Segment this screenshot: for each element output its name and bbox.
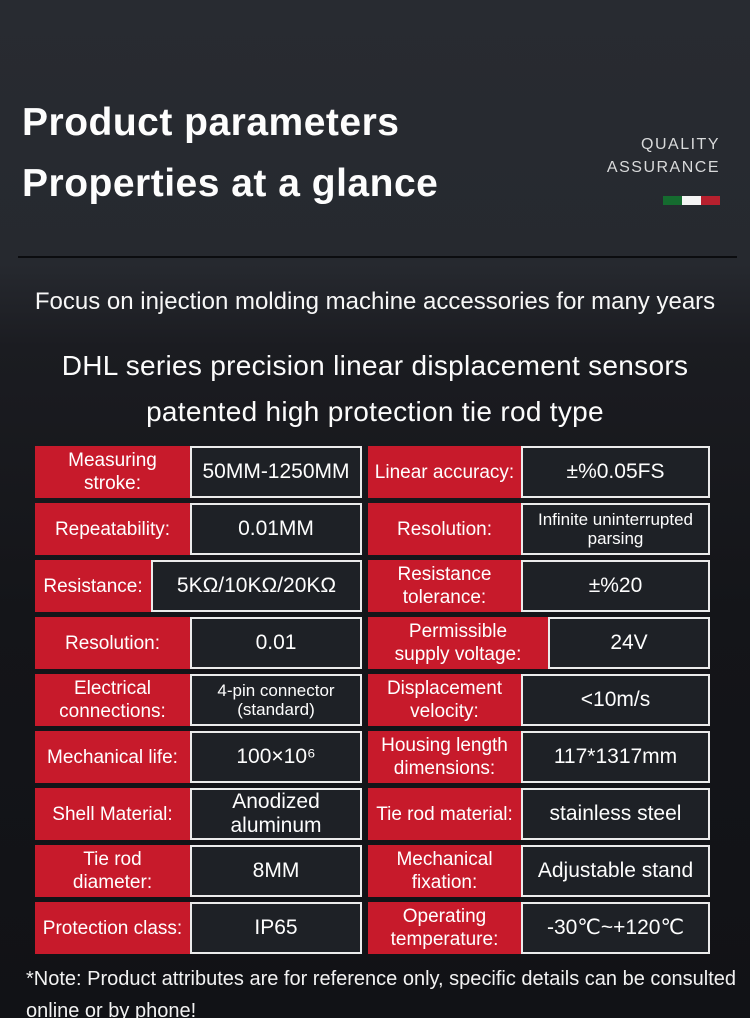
spec-value-cell: 5KΩ/10KΩ/20KΩ bbox=[151, 560, 362, 612]
spec-label-cell: Resistance tolerance: bbox=[368, 560, 521, 612]
spec-row: Shell Material: Anodized aluminum Tie rod … bbox=[35, 788, 710, 840]
spec-value-cell: 4-pin connector (standard) bbox=[190, 674, 362, 726]
footnote: *Note: Product attributes are for refere… bbox=[26, 968, 737, 1018]
spec-label-cell: Mechanical life: bbox=[35, 731, 190, 783]
flag-green-stripe bbox=[663, 196, 682, 205]
spec-value-cell: Infinite uninterrupted parsing bbox=[521, 503, 710, 555]
spec-label-cell: Housing length dimensions: bbox=[368, 731, 521, 783]
spec-label-cell: Protection class: bbox=[35, 902, 190, 954]
spec-label-cell: Permissible supply voltage: bbox=[368, 617, 548, 669]
spec-row: Measuring stroke: 50MM-1250MM Linear accur… bbox=[35, 446, 710, 498]
spec-value-cell: IP65 bbox=[190, 902, 362, 954]
spec-value-cell: 24V bbox=[548, 617, 710, 669]
spec-value-cell: ±%20 bbox=[521, 560, 710, 612]
spec-value-cell: 50MM-1250MM bbox=[190, 446, 362, 498]
product-title-line1: DHL series precision linear displacement… bbox=[61, 350, 689, 381]
spec-value-cell: Adjustable stand bbox=[521, 845, 710, 897]
spec-label-cell: Resolution: bbox=[368, 503, 521, 555]
spec-label-cell: Tie rod material: bbox=[368, 788, 521, 840]
spec-label-cell: Shell Material: bbox=[35, 788, 190, 840]
spec-value-cell: -30℃~+120℃ bbox=[521, 902, 710, 954]
spec-row: Resistance: 5KΩ/10KΩ/20KΩ Resistance toler… bbox=[35, 560, 710, 612]
spec-value-cell: 8MM bbox=[190, 845, 362, 897]
quality-line2: ASSURANCE bbox=[606, 159, 720, 176]
spec-table: Measuring stroke: 50MM-1250MM Linear accur… bbox=[35, 446, 710, 954]
spec-label-cell: Mechanical fixation: bbox=[368, 845, 521, 897]
spec-label-cell: Resistance: bbox=[35, 560, 151, 612]
spec-value-cell: 117*1317mm bbox=[521, 731, 710, 783]
spec-value-cell: Anodized aluminum bbox=[190, 788, 362, 840]
spec-value-cell: 100×10⁶ bbox=[190, 731, 362, 783]
divider-line bbox=[18, 256, 737, 258]
spec-row: Protection class: IP65 Operating temperatu… bbox=[35, 902, 710, 954]
spec-label-cell: Measuring stroke: bbox=[35, 446, 190, 498]
spec-row: Electrical connections: 4-pin connector (… bbox=[35, 674, 710, 726]
page-title-line1: Product parameters bbox=[22, 101, 400, 144]
spec-label-cell: Linear accuracy: bbox=[368, 446, 521, 498]
spec-label-cell: Resolution: bbox=[35, 617, 190, 669]
flag-white-stripe bbox=[682, 196, 701, 205]
spec-value-cell: 0.01MM bbox=[190, 503, 362, 555]
quality-assurance-label: QUALITY ASSURANCE bbox=[607, 133, 720, 179]
italy-flag-icon bbox=[663, 196, 720, 205]
spec-value-cell: ±%0.05FS bbox=[521, 446, 710, 498]
spec-value-cell: 0.01 bbox=[190, 617, 362, 669]
spec-row: Repeatability: 0.01MM Resolution: Infinite … bbox=[35, 503, 710, 555]
spec-label-cell: Tie rod diameter: bbox=[35, 845, 190, 897]
spec-label-cell: Electrical connections: bbox=[35, 674, 190, 726]
spec-value-cell: <10m/s bbox=[521, 674, 710, 726]
page-title-line2: Properties at a glance bbox=[22, 162, 439, 205]
spec-value-cell: stainless steel bbox=[521, 788, 710, 840]
spec-row: Tie rod diameter: 8MM Mechanical fixation:… bbox=[35, 845, 710, 897]
spec-row: Mechanical life: 100×10⁶ Housing length di… bbox=[35, 731, 710, 783]
spec-label-cell: Operating temperature: bbox=[368, 902, 521, 954]
spec-label-cell: Repeatability: bbox=[35, 503, 190, 555]
spec-label-cell: Displacement velocity: bbox=[368, 674, 521, 726]
quality-line1: QUALITY bbox=[641, 136, 720, 153]
product-title-line2: patented high protection tie rod type bbox=[146, 396, 604, 427]
tagline: Focus on injection molding machine acces… bbox=[34, 288, 716, 315]
spec-row: Resolution: 0.01 Permissible supply voltag… bbox=[35, 617, 710, 669]
flag-red-stripe bbox=[701, 196, 720, 205]
